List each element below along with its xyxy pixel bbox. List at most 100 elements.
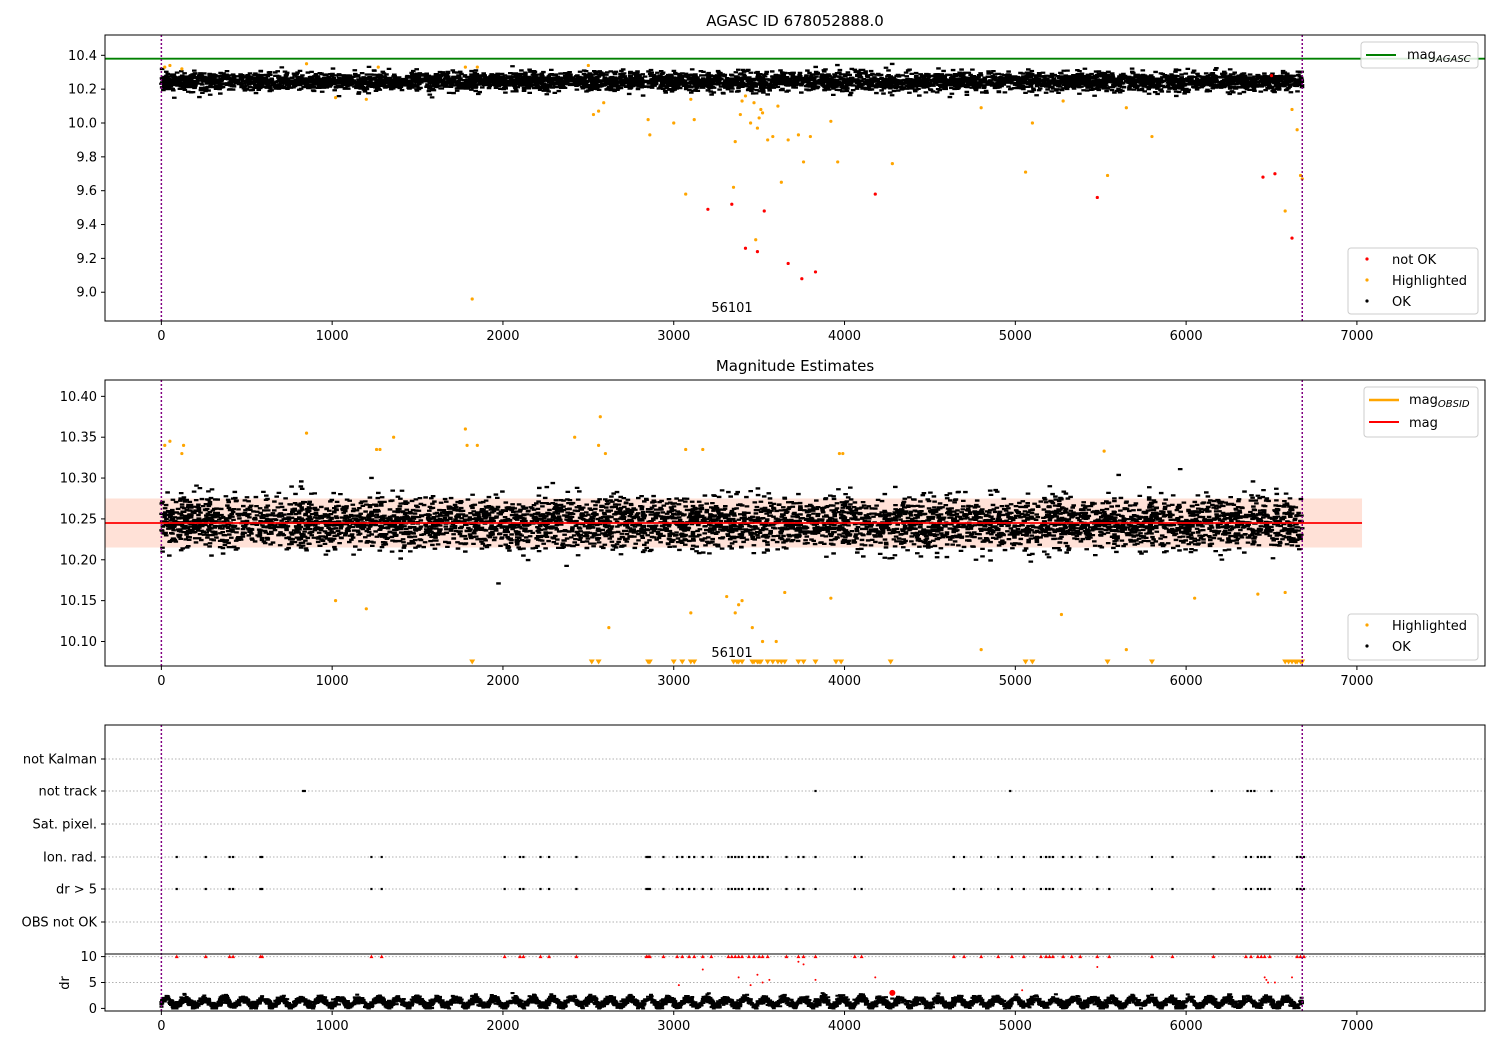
dr-red-point: [749, 984, 752, 987]
highlighted-point: [692, 118, 696, 122]
panel2-legend-ok: OK: [1392, 640, 1411, 655]
flag-marker: [575, 855, 578, 859]
panel3-points: [159, 725, 1306, 1011]
highlighted-point: [168, 439, 172, 443]
flag-marker: [701, 855, 704, 859]
flag-marker: [522, 855, 525, 859]
highlighted-point: [754, 238, 758, 242]
panel1-legend-notok: not OK: [1392, 253, 1437, 268]
highlighted-point: [374, 447, 379, 452]
x-tick-label: 6000: [1170, 329, 1203, 344]
panel1-legend-mag-label: mag: [1407, 48, 1436, 63]
flag-marker: [747, 887, 750, 891]
x-tick-label: 1000: [316, 329, 349, 344]
x-tick-label: 3000: [657, 329, 690, 344]
flag-marker: [997, 887, 1000, 891]
x-tick-label: 0: [157, 329, 165, 344]
panel1-legend-mag-sub: AGASC: [1435, 54, 1471, 65]
highlighted-point: [376, 65, 380, 69]
panel3-dr-frame: [104, 953, 1486, 1012]
flag-marker: [647, 855, 650, 859]
panel2-x-ticks: 0 1000 2000 3000 4000 5000 6000 7000: [157, 666, 1373, 689]
dr-red-cluster: [889, 989, 896, 996]
flag-marker: [370, 887, 373, 891]
flag-marker: [662, 855, 665, 859]
panel1-legend-upper: magAGASC: [1360, 41, 1479, 69]
panel2-points: [159, 380, 1306, 666]
flag-marker: [261, 887, 264, 891]
flag-marker: [761, 887, 764, 891]
ok-points: [159, 62, 1305, 99]
panel1-points: [105, 35, 1485, 321]
y-tick-label: 10.2: [68, 83, 97, 98]
panel2-annotation: 56101: [711, 646, 752, 661]
flag-marker: [1263, 887, 1266, 891]
flag-marker: [503, 887, 506, 891]
not-ok-point: [800, 277, 804, 281]
highlighted-point: [738, 112, 742, 117]
highlighted-point: [603, 451, 608, 456]
flag-marker: [1249, 855, 1253, 859]
ok-points: [159, 468, 1305, 585]
y-tick-label: 9.6: [76, 184, 97, 199]
flag-label: not track: [38, 785, 97, 800]
flag-marker: [1062, 887, 1065, 891]
flag-marker: [676, 887, 679, 891]
highlighted-point: [1256, 592, 1260, 596]
flag-marker: [370, 855, 373, 859]
flag-marker: [727, 887, 730, 891]
highlighted-point: [1061, 99, 1065, 103]
flag-marker: [1302, 887, 1306, 891]
flag-marker: [1051, 855, 1054, 859]
not-ok-point: [762, 209, 766, 213]
highlighted-point: [465, 443, 469, 447]
dr-red-point: [768, 978, 771, 981]
flag-marker: [737, 855, 740, 859]
highlighted-point: [731, 185, 736, 189]
highlighted-point: [837, 451, 842, 456]
flag-marker: [1079, 855, 1082, 859]
x-tick-label: 6000: [1170, 1019, 1203, 1034]
flag-marker: [797, 887, 800, 891]
highlighted-point: [333, 599, 338, 603]
flag-marker: [785, 855, 788, 859]
flag-marker: [860, 855, 863, 859]
not-ok-point: [1269, 74, 1274, 78]
dr-clipped-markers: [174, 954, 1306, 959]
flag-marker: [503, 855, 506, 859]
highlighted-point: [475, 443, 479, 447]
highlighted-point: [737, 603, 741, 607]
flag-marker: [734, 887, 737, 891]
x-tick-label: 7000: [1340, 329, 1373, 344]
dr-red-point: [1273, 981, 1276, 984]
flag-marker: [737, 887, 740, 891]
flag-marker: [1299, 887, 1302, 891]
flag-marker: [1062, 855, 1065, 859]
flag-marker: [1256, 887, 1259, 891]
highlighted-point: [1105, 173, 1110, 178]
flag-marker: [1150, 855, 1154, 859]
highlighted-point: [684, 192, 688, 196]
highlighted-point: [180, 451, 184, 456]
flag-marker: [1260, 855, 1263, 859]
x-tick-label: 5000: [999, 674, 1032, 689]
flag-marker: [303, 789, 306, 793]
dr-red-point: [701, 968, 704, 971]
highlighted-point: [890, 162, 894, 166]
flag-marker: [1296, 887, 1299, 891]
dr-ok-points: [159, 992, 1304, 1010]
x-tick-label: 4000: [828, 674, 861, 689]
highlighted-point: [1298, 173, 1303, 178]
flag-marker: [645, 855, 648, 859]
dr-red-point: [802, 963, 805, 966]
highlighted-point: [759, 107, 763, 112]
panel1-title: AGASC ID 678052888.0: [706, 12, 884, 30]
highlighted-point: [392, 435, 396, 439]
x-tick-label: 0: [157, 1019, 165, 1034]
y-tick-label: 9.4: [76, 218, 97, 233]
highlighted-point: [602, 101, 606, 105]
flag-marker: [693, 887, 696, 891]
flag-marker: [710, 855, 713, 859]
flag-marker: [1270, 789, 1273, 793]
flag-marker: [1051, 887, 1054, 891]
